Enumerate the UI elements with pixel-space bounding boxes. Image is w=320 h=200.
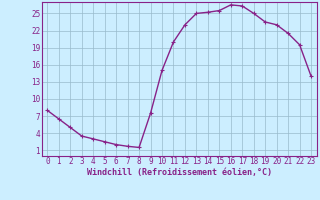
X-axis label: Windchill (Refroidissement éolien,°C): Windchill (Refroidissement éolien,°C) — [87, 168, 272, 177]
